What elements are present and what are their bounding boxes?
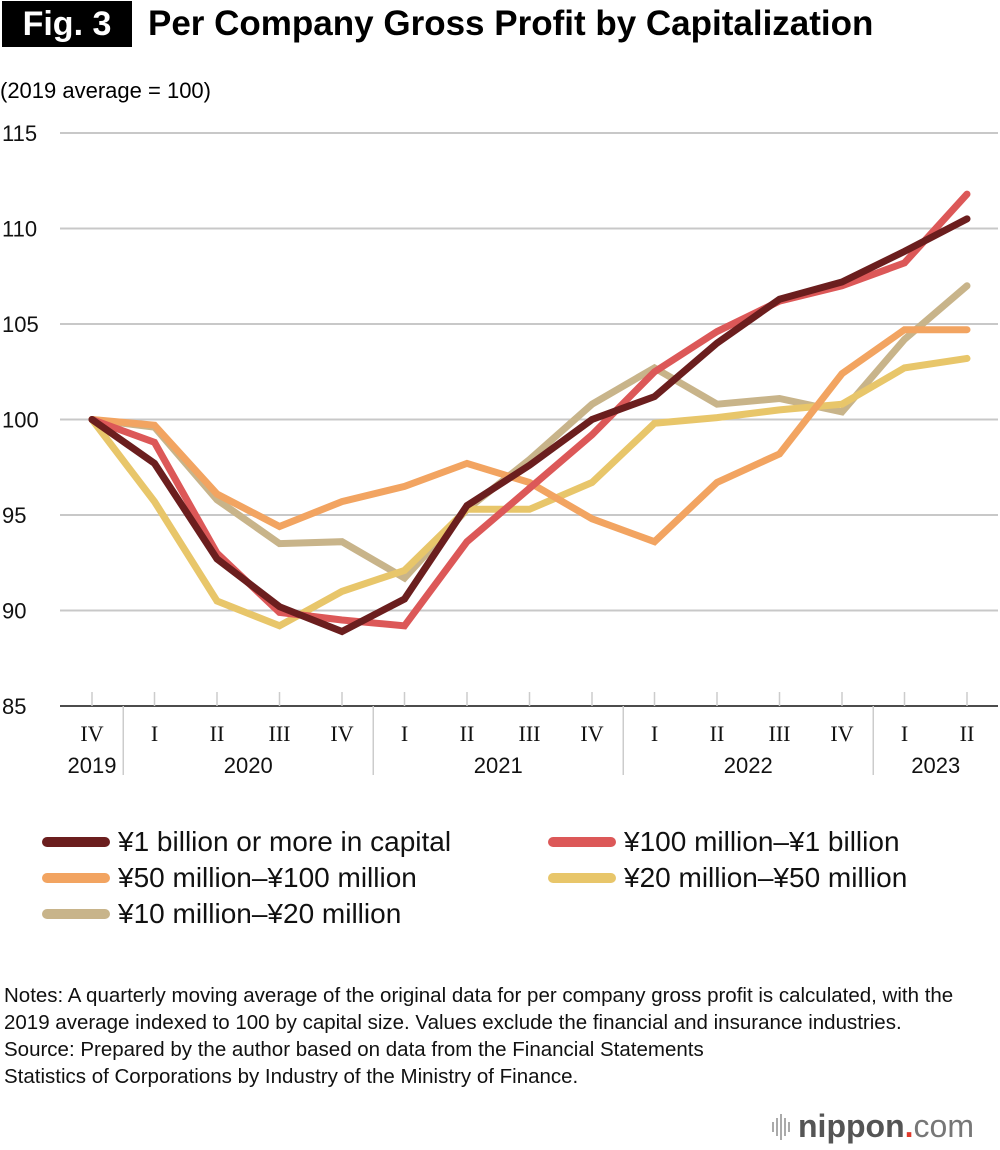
y-axis-unit-label: (2019 average = 100)	[0, 78, 211, 103]
logo-waveform-icon	[772, 1113, 790, 1140]
legend-item-100m-1bn: ¥100 million–¥1 billion	[548, 826, 900, 858]
legend-label: ¥100 million–¥1 billion	[624, 826, 900, 857]
y-tick-label: 110	[2, 217, 37, 242]
x-quarter-label: IV	[330, 721, 353, 746]
x-quarter-label: I	[151, 721, 158, 746]
x-quarter-label: I	[651, 721, 658, 746]
logo-brand: nippon	[798, 1108, 905, 1144]
y-tick-label: 115	[2, 121, 37, 146]
x-year-label: 2021	[474, 753, 523, 778]
x-quarter-label: II	[460, 721, 475, 746]
x-year-label: 2023	[911, 753, 960, 778]
x-year-label: 2020	[224, 753, 273, 778]
notes-text: Notes: A quarterly moving average of the…	[4, 984, 954, 1034]
x-year-label: 2019	[68, 753, 117, 778]
series-line-2	[88, 326, 971, 546]
logo-tld: com	[913, 1108, 974, 1144]
legend-label: ¥20 million–¥50 million	[624, 862, 908, 893]
source-text: Source: Prepared by the author based on …	[4, 1038, 704, 1088]
legend-swatch	[42, 873, 110, 883]
x-quarter-label: IV	[80, 721, 103, 746]
legend-label: ¥50 million–¥100 million	[118, 862, 417, 893]
legend-swatch	[42, 837, 110, 847]
x-quarter-label: III	[769, 721, 791, 746]
y-tick-label: 85	[2, 694, 26, 719]
chart-title: Per Company Gross Profit by Capitalizati…	[148, 4, 874, 43]
series-lines	[88, 190, 971, 636]
y-tick-label: 90	[2, 599, 26, 624]
figure-number-badge: Fig. 3	[2, 1, 132, 47]
x-quarter-label: III	[269, 721, 291, 746]
y-tick-label: 105	[2, 312, 39, 337]
gridlines	[60, 132, 998, 612]
legend-label: ¥1 billion or more in capital	[118, 826, 452, 857]
x-quarter-label: II	[210, 721, 225, 746]
legend-item-1bn-plus: ¥1 billion or more in capital	[42, 826, 451, 858]
y-tick-label: 95	[2, 503, 26, 528]
legend-item-10m-20m: ¥10 million–¥20 million	[42, 898, 401, 930]
legend-item-20m-50m: ¥20 million–¥50 million	[548, 862, 907, 894]
nippon-logo[interactable]: nippon. com	[772, 1108, 974, 1145]
x-quarter-label: II	[710, 721, 725, 746]
x-quarter-label: IV	[830, 721, 853, 746]
x-quarter-label: II	[960, 721, 975, 746]
legend-label: ¥10 million–¥20 million	[118, 898, 402, 929]
x-quarter-label: I	[901, 721, 908, 746]
legend-swatch	[548, 837, 616, 847]
x-quarter-label: IV	[580, 721, 603, 746]
logo-dot: .	[904, 1108, 914, 1144]
x-quarter-label: III	[519, 721, 541, 746]
x-quarter-label: I	[401, 721, 408, 746]
series-line-4	[88, 215, 971, 636]
legend-swatch	[548, 873, 616, 883]
y-tick-label: 100	[2, 408, 39, 433]
notes-block: Notes: A quarterly moving average of the…	[4, 982, 994, 1090]
y-axis-tick-labels: 85 90 95 100 105 110 115	[2, 121, 39, 719]
series-line-0	[88, 282, 971, 583]
legend-item-50m-100m: ¥50 million–¥100 million	[42, 862, 417, 894]
x-year-label: 2022	[724, 753, 773, 778]
legend-swatch	[42, 909, 110, 919]
